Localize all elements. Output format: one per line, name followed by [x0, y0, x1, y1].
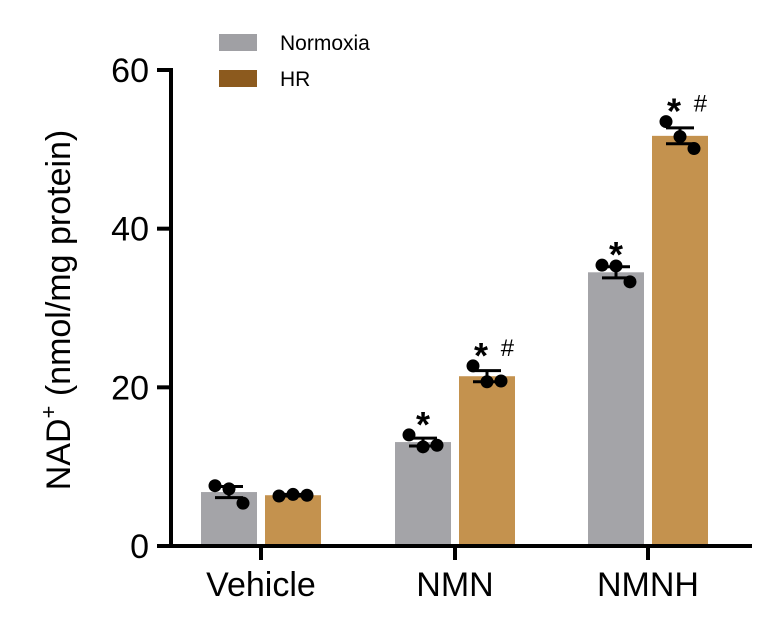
- data-point: [208, 479, 222, 493]
- legend-label-hr: HR: [280, 68, 310, 91]
- data-point: [480, 375, 494, 389]
- y-tick-label: 60: [111, 52, 149, 90]
- data-point: [416, 440, 430, 454]
- data-points: [208, 115, 701, 510]
- data-point: [430, 438, 444, 452]
- y-tick-label: 20: [111, 369, 149, 407]
- significance-star: *: [474, 335, 488, 376]
- data-point: [272, 489, 286, 503]
- data-point: [687, 142, 701, 156]
- bar-hr-nmnh: [652, 135, 708, 546]
- y-axis-title: NAD+ (nmol/mg protein): [36, 130, 78, 491]
- data-point: [609, 259, 623, 273]
- bar-hr-nmn: [459, 376, 515, 546]
- data-point: [222, 482, 236, 496]
- legend-swatch-hr: [219, 70, 257, 87]
- significance-star: *: [667, 91, 681, 132]
- significance-star: *: [416, 404, 430, 445]
- data-point: [595, 258, 609, 272]
- data-point: [623, 275, 637, 289]
- significance-star: *: [609, 234, 623, 275]
- data-point: [286, 487, 300, 501]
- data-point: [300, 488, 314, 502]
- data-point: [466, 359, 480, 373]
- legend: Normoxia HR: [219, 32, 370, 91]
- x-tick-label-vehicle: Vehicle: [206, 566, 316, 604]
- y-tick-label: 40: [111, 211, 149, 249]
- data-point: [236, 496, 250, 510]
- bars: [201, 135, 708, 546]
- data-point: [494, 374, 508, 388]
- bar-hr-vehicle: [265, 495, 321, 546]
- y-tick-label: 0: [130, 528, 149, 566]
- data-point: [659, 115, 673, 129]
- significance-hash: #: [693, 91, 707, 118]
- x-tick-label-nmnh: NMNH: [597, 566, 699, 604]
- legend-label-normoxia: Normoxia: [280, 32, 370, 55]
- y-axis-label: NAD+ (nmol/mg protein): [36, 130, 78, 491]
- data-point: [402, 428, 416, 442]
- significance-annotations: * * * # * #: [416, 91, 707, 445]
- data-point: [673, 130, 687, 144]
- bar-normoxia-nmnh: [588, 272, 644, 546]
- significance-hash: #: [500, 335, 514, 362]
- legend-swatch-normoxia: [219, 34, 257, 51]
- x-tick-label-nmn: NMN: [416, 566, 493, 604]
- axes: 0 20 40 60 Vehicle NMN NMNH: [111, 52, 752, 604]
- bar-normoxia-nmn: [395, 442, 451, 546]
